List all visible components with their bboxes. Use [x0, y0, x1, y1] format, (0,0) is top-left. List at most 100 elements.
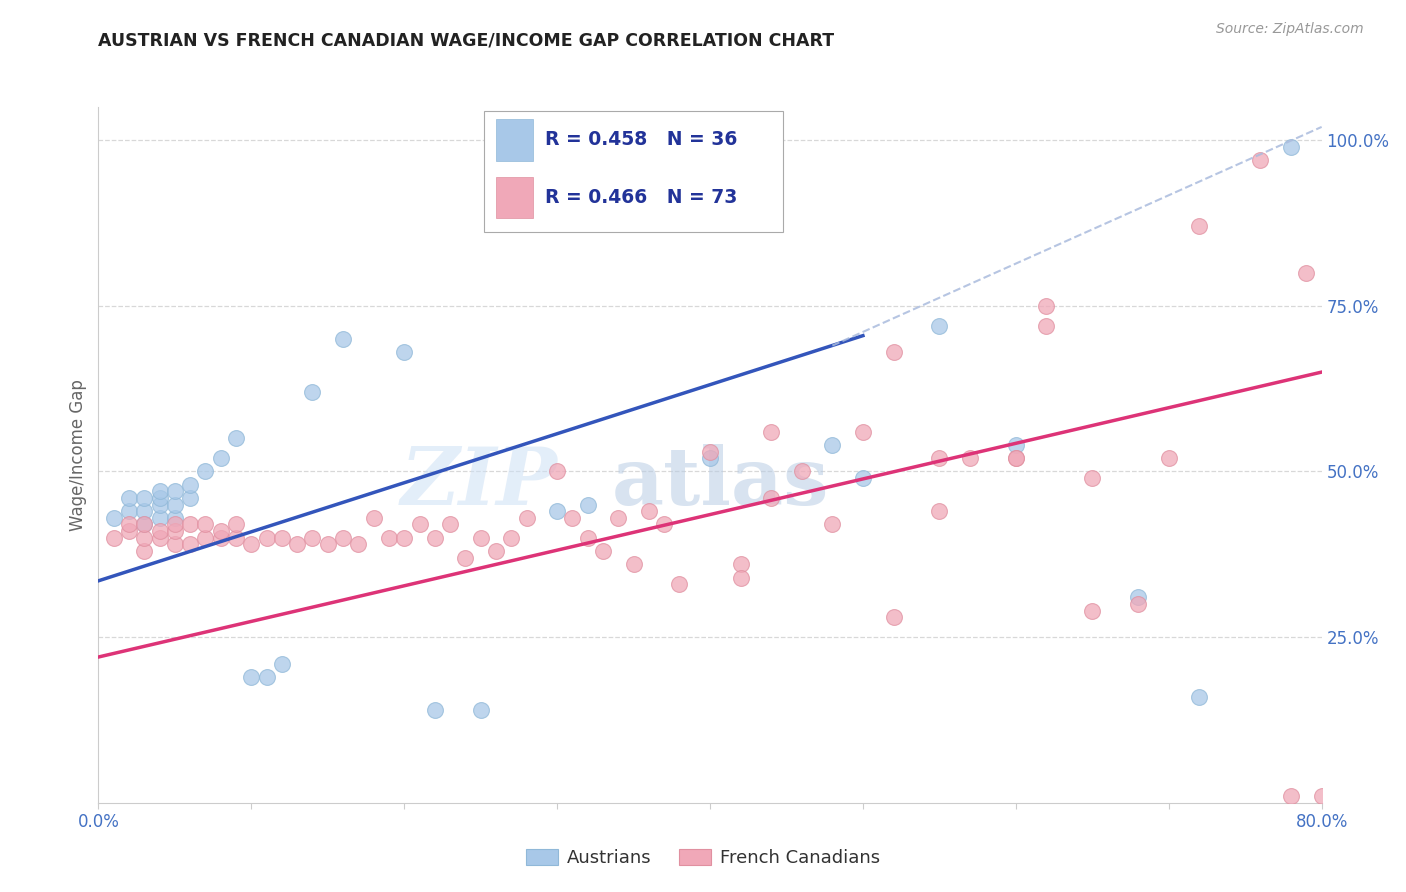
Point [1310, 789, 1333, 804]
Point [363, 511, 385, 525]
Point [378, 531, 401, 545]
Point [149, 531, 172, 545]
Point [699, 451, 721, 466]
Text: atlas: atlas [612, 443, 830, 522]
Point [576, 531, 599, 545]
Point [852, 471, 875, 485]
Point [699, 444, 721, 458]
Point [149, 484, 172, 499]
Point [485, 544, 508, 558]
FancyBboxPatch shape [496, 119, 533, 161]
Point [134, 531, 156, 545]
Point [576, 498, 599, 512]
Point [759, 491, 782, 505]
Point [209, 531, 232, 545]
Point [392, 531, 416, 545]
Point [546, 465, 568, 479]
Point [163, 537, 186, 551]
Point [240, 537, 263, 551]
Point [516, 511, 538, 525]
Point [149, 511, 172, 525]
Point [103, 511, 125, 525]
Point [347, 537, 370, 551]
Point [561, 511, 583, 525]
Point [163, 498, 186, 512]
Point [134, 517, 156, 532]
Point [821, 517, 844, 532]
Point [821, 438, 844, 452]
Point [623, 558, 645, 572]
Point [209, 524, 232, 538]
Point [179, 517, 201, 532]
Point [209, 451, 232, 466]
Point [592, 544, 614, 558]
Point [759, 425, 782, 439]
Point [163, 524, 186, 538]
Point [134, 544, 156, 558]
Point [1279, 140, 1302, 154]
Point [179, 537, 201, 551]
Point [1188, 690, 1211, 704]
Point [118, 491, 141, 505]
Point [668, 577, 690, 591]
Point [1035, 299, 1057, 313]
Point [439, 517, 461, 532]
Point [134, 504, 156, 518]
Point [134, 491, 156, 505]
Point [118, 517, 141, 532]
Point [423, 703, 446, 717]
Point [256, 670, 278, 684]
Point [301, 531, 323, 545]
Point [1188, 219, 1211, 234]
Point [470, 531, 492, 545]
Text: Source: ZipAtlas.com: Source: ZipAtlas.com [1216, 22, 1364, 37]
Point [179, 491, 201, 505]
Point [1157, 451, 1180, 466]
Point [730, 558, 752, 572]
Point [163, 484, 186, 499]
Point [1004, 438, 1026, 452]
Point [179, 477, 201, 491]
Point [194, 517, 217, 532]
Point [392, 345, 416, 359]
Point [118, 524, 141, 538]
Point [790, 465, 813, 479]
Point [163, 517, 186, 532]
Point [1295, 266, 1317, 280]
Point [149, 524, 172, 538]
Y-axis label: Wage/Income Gap: Wage/Income Gap [69, 379, 87, 531]
FancyBboxPatch shape [496, 177, 533, 219]
Point [852, 425, 875, 439]
Point [103, 531, 125, 545]
Point [332, 531, 354, 545]
Point [1279, 789, 1302, 804]
Point [163, 511, 186, 525]
Point [256, 531, 278, 545]
Point [240, 670, 263, 684]
Point [470, 703, 492, 717]
Point [959, 451, 981, 466]
Text: ZIP: ZIP [401, 444, 557, 522]
Point [332, 332, 354, 346]
Point [1081, 471, 1104, 485]
Point [270, 657, 292, 671]
Point [928, 504, 950, 518]
Point [1035, 318, 1057, 333]
Point [546, 504, 568, 518]
Point [225, 431, 247, 445]
Point [928, 451, 950, 466]
Text: AUSTRIAN VS FRENCH CANADIAN WAGE/INCOME GAP CORRELATION CHART: AUSTRIAN VS FRENCH CANADIAN WAGE/INCOME … [98, 31, 835, 49]
Point [652, 517, 675, 532]
Point [270, 531, 292, 545]
Point [408, 517, 430, 532]
Text: R = 0.458   N = 36: R = 0.458 N = 36 [546, 130, 737, 149]
Point [285, 537, 308, 551]
Point [1128, 597, 1150, 611]
Point [637, 504, 661, 518]
Point [1081, 604, 1104, 618]
Point [194, 465, 217, 479]
Point [454, 550, 477, 565]
Point [118, 504, 141, 518]
FancyBboxPatch shape [484, 111, 783, 232]
Point [225, 531, 247, 545]
